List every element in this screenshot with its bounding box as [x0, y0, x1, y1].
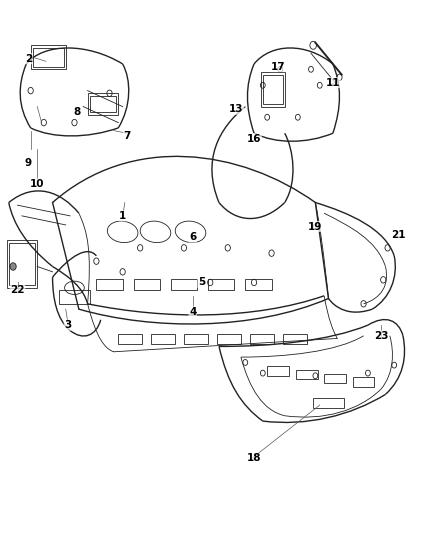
Text: 1: 1 — [119, 211, 126, 221]
Text: 23: 23 — [374, 331, 389, 341]
Bar — [184, 334, 208, 344]
Bar — [267, 366, 289, 376]
Bar — [134, 279, 160, 290]
Bar — [96, 279, 123, 290]
Ellipse shape — [10, 263, 16, 270]
Bar — [90, 96, 116, 112]
Bar — [171, 279, 197, 290]
Bar — [88, 93, 118, 115]
Bar — [324, 374, 346, 383]
Bar — [9, 243, 35, 285]
Bar — [283, 334, 307, 344]
Bar — [59, 290, 90, 304]
Text: 3: 3 — [64, 320, 71, 330]
Bar — [245, 279, 272, 290]
Text: 8: 8 — [73, 107, 80, 117]
Text: 17: 17 — [271, 62, 286, 71]
Bar — [208, 279, 234, 290]
Bar — [33, 48, 64, 67]
Bar — [263, 75, 283, 104]
Text: 18: 18 — [247, 454, 261, 463]
Text: 5: 5 — [198, 278, 205, 287]
Text: 6: 6 — [189, 232, 196, 242]
Text: 16: 16 — [247, 134, 261, 143]
Bar — [353, 377, 374, 387]
Text: 19: 19 — [308, 222, 322, 231]
Bar — [250, 334, 274, 344]
Text: 10: 10 — [30, 179, 45, 189]
Text: 4: 4 — [189, 307, 196, 317]
Bar — [261, 72, 285, 107]
Text: 13: 13 — [229, 104, 244, 114]
Text: 11: 11 — [325, 78, 340, 87]
Text: 7: 7 — [124, 131, 131, 141]
Bar — [217, 334, 241, 344]
Text: 2: 2 — [25, 54, 32, 63]
Bar — [151, 334, 175, 344]
Bar — [7, 240, 37, 288]
Text: 22: 22 — [10, 286, 25, 295]
Text: 21: 21 — [391, 230, 406, 239]
Bar — [118, 334, 142, 344]
Bar — [313, 398, 344, 408]
Text: 9: 9 — [25, 158, 32, 167]
Bar — [31, 45, 66, 69]
Bar — [296, 370, 318, 379]
